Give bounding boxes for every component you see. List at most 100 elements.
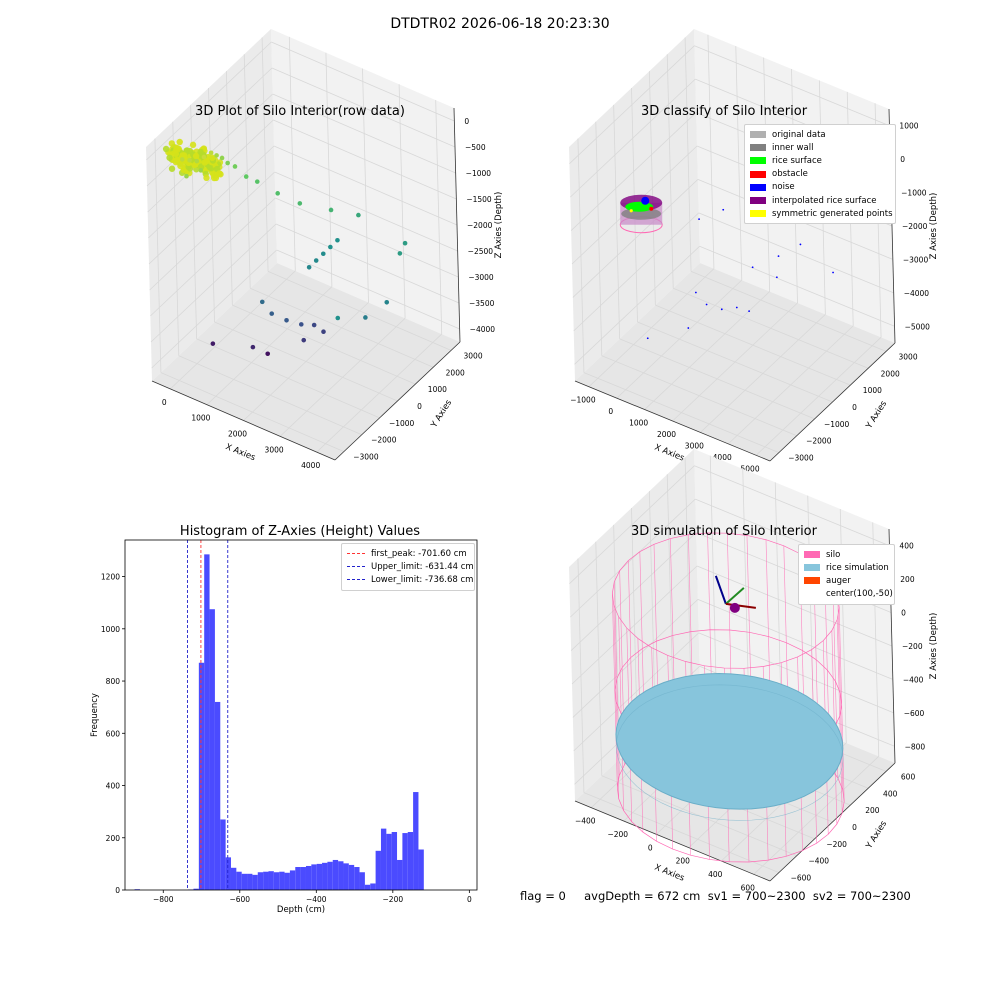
histogram-bar	[289, 870, 296, 890]
plot1-grid-y	[178, 355, 362, 436]
histogram-bar	[241, 873, 248, 890]
plot2-z-axis-label: Z Axies (Depth)	[929, 193, 939, 260]
plot1-y-tick-label: −2000	[371, 436, 397, 445]
histogram-bar	[322, 862, 328, 890]
plot1-title: 3D Plot of Silo Interior(row data)	[195, 104, 405, 119]
histogram-x-axis-label: Depth (cm)	[277, 905, 325, 915]
plot1-x-tick-label: 3000	[265, 445, 284, 454]
histogram-bar	[380, 828, 387, 890]
plot4-grid-z	[571, 565, 698, 685]
plot1-data-point	[208, 150, 214, 156]
plot4-x-tick-label: 200	[676, 857, 691, 866]
plot4-z-tick-label: −200	[902, 642, 923, 651]
legend-swatch	[750, 170, 766, 178]
plot1-y-tick-label: −1000	[389, 419, 415, 428]
legend-label: obstacle	[772, 169, 808, 180]
classify-legend-entry: symmetric generated points	[750, 207, 893, 220]
plot2-y-tick-label: 1000	[863, 386, 882, 395]
simulation-legend: silo rice simulation auger center(100,-50)	[798, 544, 895, 605]
histogram-bar	[284, 872, 290, 890]
plot1-grid-y	[250, 287, 434, 368]
plot4-y-axis-label: Y Axies	[864, 819, 890, 852]
plot4-grid-z	[573, 632, 699, 752]
simulation-legend-entry: silo	[804, 548, 889, 561]
plot1-grid-z	[275, 197, 459, 278]
auger-z-arrow	[714, 575, 727, 605]
plot4-y-tick-label: 200	[865, 806, 880, 815]
plot1-cluster-point	[179, 152, 186, 159]
histogram-bar	[364, 884, 371, 890]
plot2-symmetric-point	[629, 209, 633, 213]
legend-swatch	[750, 183, 766, 191]
plot2-noise-point	[687, 327, 690, 329]
histogram-x-tick-label: −600	[229, 895, 250, 904]
plot4-grid-z	[570, 532, 697, 651]
plot1-x-tick-label: 4000	[301, 461, 320, 470]
plot1-data-point	[402, 240, 408, 246]
histogram-bar	[370, 883, 376, 890]
simulation-legend-entry: rice simulation	[804, 561, 889, 574]
classify-legend-entry: rice surface	[750, 154, 890, 167]
plot1-data-point	[335, 315, 341, 321]
plot2-y-tick-label: 2000	[881, 369, 900, 378]
histogram-bar	[198, 662, 205, 890]
plot4-x-tick-label: 0	[648, 843, 653, 852]
plot2-y-tick-label: −2000	[806, 437, 832, 446]
legend-label: Upper_limit: -631.44 cm	[371, 561, 474, 572]
plot1-grid-y	[196, 338, 380, 419]
plot1-data-point	[269, 311, 275, 316]
plot2-noise-point	[832, 271, 834, 274]
histogram-bar	[338, 861, 344, 890]
histogram-bar	[252, 874, 258, 890]
plot1-x-axis-line	[151, 380, 336, 461]
histogram-bar	[327, 861, 333, 890]
plot1-data-point	[214, 153, 219, 158]
plot4-grid-z	[694, 465, 890, 547]
plot4-grid-z	[569, 465, 695, 585]
plot1-grid-z	[272, 93, 456, 174]
plot2-grid-y	[655, 304, 851, 386]
plot1-grid-z	[276, 249, 460, 330]
plot1-y-tick-label: 2000	[446, 368, 465, 377]
plot1-data-point	[243, 174, 249, 179]
auger-x-arrow	[725, 602, 756, 609]
plot1-grid-y	[214, 321, 398, 402]
plot4-x-tick-label: −400	[575, 817, 596, 826]
plot2-z-tick-label: 0	[900, 155, 905, 164]
plot1-cluster-point	[162, 145, 170, 153]
histogram-y-axis-label: Frequency	[90, 693, 100, 737]
histogram-bar	[407, 832, 414, 890]
legend-swatch	[750, 197, 766, 205]
plot1-data-point	[320, 251, 326, 257]
legend-line	[347, 579, 365, 581]
histogram-legend-entry: Lower_limit: -736.68 cm	[347, 573, 473, 586]
plot1-data-point	[179, 157, 185, 162]
histogram-bar	[402, 833, 408, 890]
plot2-x-axis-label: X Axies	[653, 443, 686, 464]
plot4-y-tick-label: 600	[901, 772, 916, 781]
plot4-y-tick-label: −600	[791, 874, 812, 883]
legend-swatch	[750, 210, 766, 218]
plot1-data-point	[265, 351, 271, 357]
plot4-y-axis-line	[769, 762, 896, 882]
histogram-bar	[257, 872, 264, 890]
plot4-z-tick-label: −800	[905, 742, 926, 751]
plot1-data-point	[397, 251, 403, 256]
plot2-noise-point	[735, 306, 738, 309]
plot1-data-point	[250, 344, 256, 350]
histogram-bar	[397, 859, 403, 890]
plot1-cluster-point	[168, 165, 176, 172]
rice-simulation-edge	[615, 684, 844, 821]
plot4-y-tick-label: −400	[808, 857, 829, 866]
histogram-x-tick-label: −200	[383, 895, 404, 904]
plot1-grid-z	[146, 41, 272, 161]
legend-label: rice surface	[772, 155, 822, 166]
plot4-z-tick-label: 400	[899, 542, 914, 551]
plot1-data-point	[275, 191, 280, 196]
plot2-x-tick-label: 2000	[657, 430, 676, 439]
plot2-y-axis-line	[769, 342, 896, 462]
plot2-y-tick-label: −1000	[824, 420, 850, 429]
plot2-grid-y	[637, 321, 833, 403]
histogram-bar	[348, 864, 355, 890]
plot2-grid-y	[690, 271, 887, 352]
